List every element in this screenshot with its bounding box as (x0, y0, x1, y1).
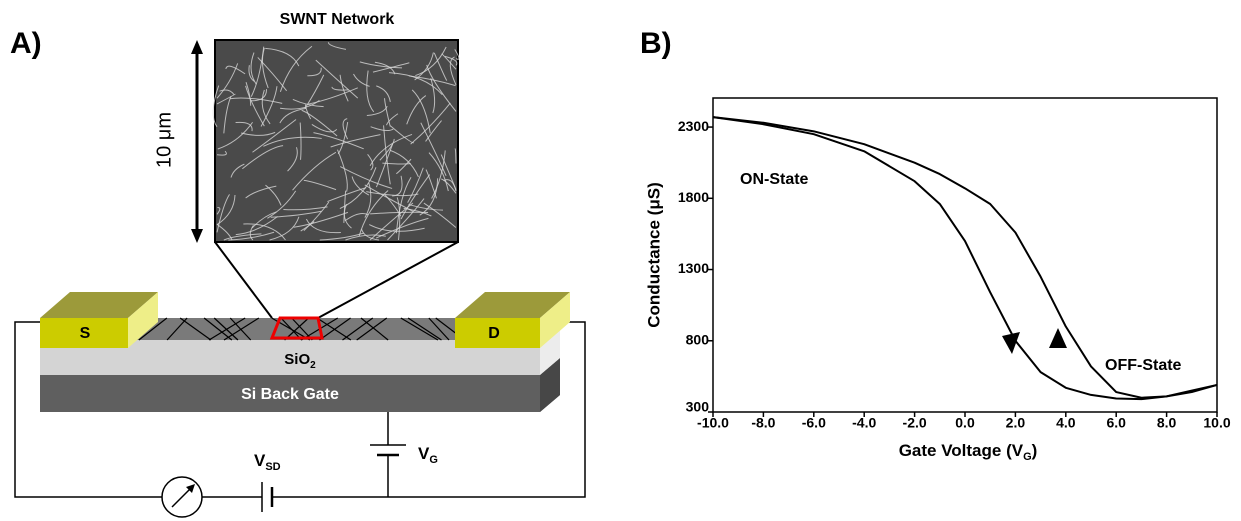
x-tick-label: 6.0 (1106, 415, 1126, 431)
x-tick-label: -4.0 (852, 415, 876, 431)
figure: A) SWNT Network 10 μm S D SiO2 Si Back G… (0, 0, 1241, 521)
scale-label: 10 μm (153, 112, 175, 168)
y-tick-label: 800 (686, 331, 710, 347)
label-part: V (418, 444, 430, 463)
y-tick-label: 1800 (678, 189, 709, 205)
label-part: ) (1032, 441, 1038, 460)
drain-label: D (488, 325, 500, 342)
arrow-head (191, 229, 203, 243)
panel-label: A) (10, 27, 42, 60)
x-tick-label: -6.0 (802, 415, 826, 431)
vsd-label: VSD (254, 451, 281, 472)
x-tick-label: 2.0 (1006, 415, 1026, 431)
gate-label: Si Back Gate (241, 386, 339, 403)
zoom-line (318, 242, 458, 318)
label-part: V (254, 451, 266, 470)
sweep-curve (713, 117, 1217, 398)
arrow-head (191, 40, 203, 54)
chart: B) Conductance (μS) Gate Voltage (VG) ON… (640, 27, 1231, 463)
x-axis-label: Gate Voltage (VG) (899, 441, 1038, 462)
label-subscript: G (1023, 451, 1032, 463)
x-tick-label: 8.0 (1157, 415, 1177, 431)
x-tick-label: 10.0 (1203, 415, 1230, 431)
label-subscript: G (429, 454, 438, 466)
sweep-arrow (1049, 328, 1067, 348)
source-label: S (80, 325, 91, 342)
x-tick-label: 4.0 (1056, 415, 1076, 431)
label-subscript: SD (265, 461, 280, 473)
image-title: SWNT Network (280, 11, 395, 28)
panel-label: B) (640, 27, 672, 60)
x-tick-label: 0.0 (955, 415, 975, 431)
annotation: ON-State (740, 171, 809, 188)
zoom-line (215, 242, 272, 318)
label-subscript: 2 (310, 360, 316, 371)
x-tick-label: -8.0 (751, 415, 775, 431)
annotation: OFF-State (1105, 357, 1182, 374)
y-tick-label: 2300 (678, 118, 709, 134)
vg-label: VG (418, 444, 438, 465)
y-tick-label: 300 (686, 399, 710, 415)
label-part: Gate Voltage (V (899, 441, 1024, 460)
x-tick-label: -2.0 (903, 415, 927, 431)
label-part: SiO (284, 351, 310, 368)
y-axis-label: Conductance (μS) (644, 182, 663, 327)
x-tick-label: -10.0 (697, 415, 729, 431)
y-tick-label: 1300 (678, 260, 709, 276)
